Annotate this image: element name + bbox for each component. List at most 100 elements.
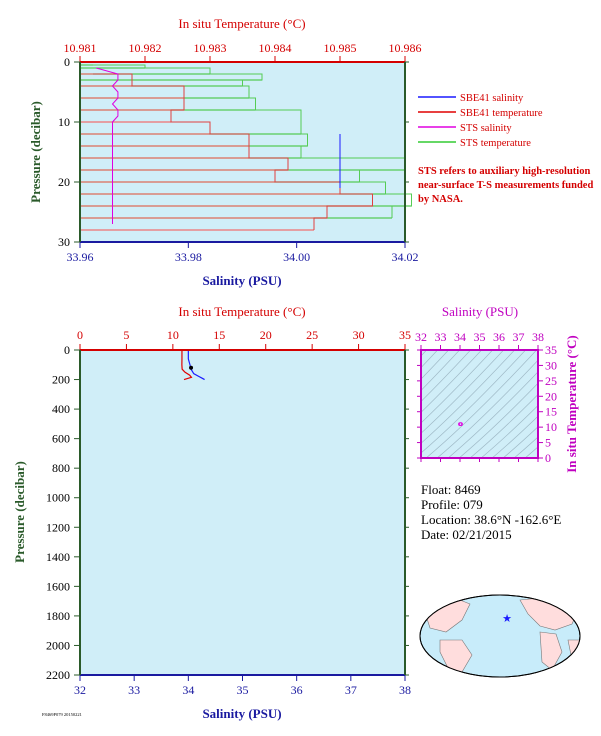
density-contour (421, 350, 483, 413)
full-salinity-tick-label: 36 (291, 683, 303, 697)
density-contour (524, 446, 538, 458)
full-pressure-tick-label: 600 (52, 432, 70, 446)
full-salinity-tick-label: 34 (182, 683, 194, 697)
pressure-tick-label: 0 (64, 55, 70, 69)
ts-temperature-tick-label: 35 (545, 343, 557, 357)
full-temperature-tick-label: 5 (123, 328, 129, 342)
top-temperature-tick-label: 10.984 (259, 41, 292, 55)
sts-salinity-series (96, 67, 119, 224)
ts-temperature-tick-label: 15 (545, 405, 557, 419)
profile-marker (189, 365, 194, 370)
full-plot-area (79, 349, 406, 676)
legend: SBE41 salinity SBE41 temperature STS sal… (418, 93, 543, 149)
ts-points (458, 422, 463, 427)
ts-salinity-tick-label: 32 (415, 330, 427, 344)
top-temperature-tick-label: 10.983 (194, 41, 227, 55)
ts-point (459, 422, 463, 427)
sbe41-temperature-series (80, 73, 373, 231)
ts-salinity-tick-label: 36 (493, 330, 505, 344)
ts-temperature-tick-label: 30 (545, 358, 557, 372)
full-salinity-tick-label: 33 (128, 683, 140, 697)
full-profile-panel: 0 5 10 15 20 25 30 35 32 33 34 35 36 37 38 0 200 400 600 80… (12, 304, 411, 721)
sts-note: STS refers to auxiliary high-resolution … (418, 166, 594, 205)
full-pressure-tick-label: 0 (64, 343, 70, 357)
density-contour (469, 394, 538, 458)
density-contour (421, 350, 527, 454)
full-pressure-tick-label: 800 (52, 461, 70, 475)
ts-temperature-tick-label: 0 (545, 451, 551, 465)
full-temperature-tick-label: 25 (306, 328, 318, 342)
full-pressure-tick-label: 1000 (46, 491, 70, 505)
full-panel-pressure-axis-title: Pressure (decibar) (12, 461, 27, 563)
full-temperature-tick-label: 30 (353, 328, 365, 342)
density-contour (421, 350, 505, 434)
density-contour (436, 359, 538, 458)
top-panel-salinity-axis-title: Salinity (PSU) (202, 273, 281, 288)
pressure-tick-label: 30 (58, 235, 70, 249)
full-salinity-tick-label: 37 (345, 683, 357, 697)
salinity-tick-label: 34.00 (283, 250, 310, 264)
density-contour (491, 415, 538, 458)
density-contour (502, 426, 538, 458)
pressure-tick-label: 20 (58, 175, 70, 189)
density-contours (421, 350, 538, 458)
sts-salinity-line (96, 67, 119, 224)
footer-code: F8469P079 20150221 (42, 712, 82, 717)
full-pressure-tick-label: 1600 (46, 579, 70, 593)
temperature-profile-line (181, 350, 193, 381)
full-pressure-tick-label: 400 (52, 402, 70, 416)
top-temperature-tick-label: 10.985 (324, 41, 357, 55)
profile-date: Date: 02/21/2015 (421, 527, 512, 542)
top-temperature-tick-label: 10.986 (389, 41, 422, 55)
density-contour (458, 382, 538, 458)
legend-label-sbe41-salinity: SBE41 salinity (460, 93, 524, 104)
sts-temperature-line (93, 64, 412, 218)
world-map: ★ (419, 594, 581, 678)
full-salinity-tick-label: 35 (237, 683, 249, 697)
full-pressure-tick-label: 200 (52, 373, 70, 387)
density-contour (421, 350, 516, 444)
ts-temperature-tick-label: 20 (545, 389, 557, 403)
full-panel-salinity-axis-title: Salinity (PSU) (202, 706, 281, 721)
top-profile-panel: 10.981 10.982 10.983 10.984 10.985 10.986 33.9… (28, 16, 543, 288)
full-panel-temperature-axis-title: In situ Temperature (°C) (178, 304, 305, 319)
full-temperature-tick-label: 35 (399, 328, 411, 342)
float-location: Location: 38.6°N -162.6°E (421, 512, 562, 527)
full-temperature-series (181, 350, 193, 381)
top-panel-temperature-axis-title: In situ Temperature (°C) (178, 16, 305, 31)
full-pressure-tick-label: 1400 (46, 550, 70, 564)
density-contour (421, 350, 494, 424)
full-temperature-tick-label: 10 (167, 328, 179, 342)
float-number: Float: 8469 (421, 482, 481, 497)
full-salinity-series (187, 350, 205, 381)
top-panel-ticks: 10.981 10.982 10.983 10.984 10.985 10.986 33.9… (58, 41, 422, 264)
profile-number: Profile: 079 (421, 497, 483, 512)
float-location-marker: ★ (502, 613, 512, 625)
full-pressure-tick-label: 2200 (46, 668, 70, 682)
legend-label-sbe41-temperature: SBE41 temperature (460, 108, 543, 119)
density-contour (425, 350, 538, 458)
density-contour (480, 405, 538, 458)
ts-salinity-tick-label: 34 (454, 330, 466, 344)
ts-salinity-tick-label: 33 (435, 330, 447, 344)
top-plot-area (79, 61, 406, 243)
ts-temperature-axis-title: In situ Temperature (°C) (564, 335, 579, 473)
ts-plot-area (420, 349, 539, 459)
top-panel-pressure-axis-title: Pressure (decibar) (28, 101, 43, 203)
full-salinity-tick-label: 38 (399, 683, 411, 697)
full-pressure-tick-label: 1200 (46, 520, 70, 534)
legend-label-sts-temperature: STS temperature (460, 138, 531, 149)
ts-temperature-tick-label: 10 (545, 420, 557, 434)
density-contour (513, 436, 538, 458)
pressure-tick-label: 10 (58, 115, 70, 129)
top-temperature-tick-label: 10.982 (129, 41, 162, 55)
ts-temperature-tick-label: 5 (545, 436, 551, 450)
top-temperature-tick-label: 10.981 (64, 41, 97, 55)
density-contour (447, 371, 538, 458)
legend-label-sts-salinity: STS salinity (460, 123, 512, 134)
full-temperature-tick-label: 20 (260, 328, 272, 342)
ts-salinity-tick-label: 37 (513, 330, 525, 344)
ts-salinity-tick-label: 35 (474, 330, 486, 344)
